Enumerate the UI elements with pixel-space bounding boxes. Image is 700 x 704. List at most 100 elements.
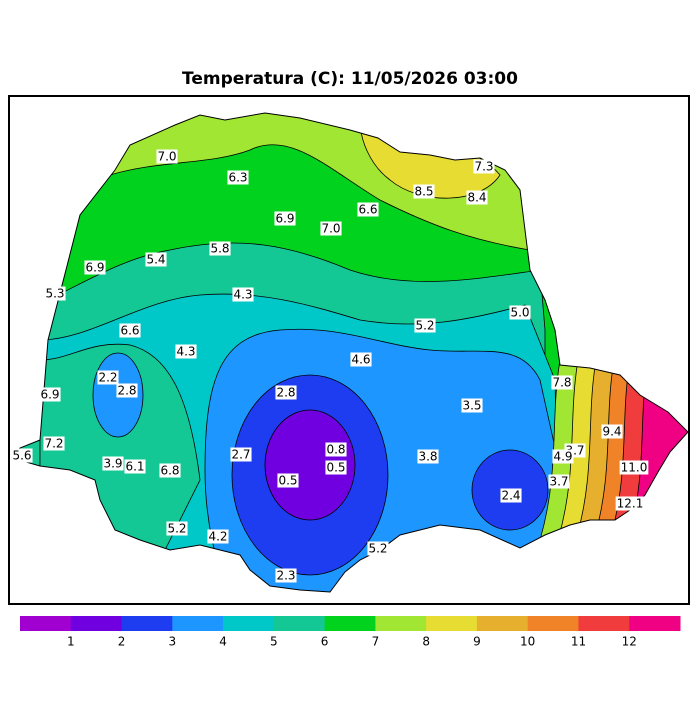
label-box [166, 521, 188, 536]
colorbar-swatch [70, 616, 123, 631]
contour-label: 0.5 [326, 461, 345, 475]
contour-label: 6.9 [85, 261, 104, 275]
colorbar-tick-label: 4 [219, 635, 227, 649]
label-box [175, 344, 197, 359]
label-box [84, 260, 106, 275]
colorbar-swatch [476, 616, 529, 631]
label-box [145, 252, 167, 267]
contour-label: 7.8 [552, 376, 571, 390]
colorbar-tick-label: 9 [473, 635, 481, 649]
label-box [320, 221, 342, 236]
colorbar-swatch [223, 616, 275, 631]
label-box [159, 463, 181, 478]
label-box [509, 305, 531, 320]
colorbar: 1 2 3 4 5 6 7 8 9 10 11 12 [20, 616, 681, 649]
state-outline [11, 112, 689, 593]
label-box [277, 473, 299, 488]
colorbar-tick-label: 11 [571, 635, 586, 649]
contour-label: 0.8 [326, 443, 345, 457]
colorbar-swatch [20, 616, 72, 631]
contour-label: 5.4 [146, 253, 165, 267]
contour-label: 6.1 [125, 460, 144, 474]
contour-label: 0.5 [278, 474, 297, 488]
contour-label: 3.8 [418, 450, 437, 464]
label-box [461, 398, 483, 413]
label-box [156, 149, 178, 164]
label-box [116, 383, 138, 398]
colorbar-tick-label: 3 [168, 635, 176, 649]
label-box [274, 211, 296, 226]
contour-label: 12.1 [617, 497, 644, 511]
label-box [207, 529, 229, 544]
contour-label: 8.5 [414, 185, 433, 199]
label-box [209, 241, 231, 256]
contour-label: 9.4 [602, 425, 621, 439]
label-box [227, 170, 249, 185]
colorbar-swatch [121, 616, 173, 631]
label-box [43, 436, 65, 451]
contour-label: 7.2 [44, 437, 63, 451]
label-box [275, 385, 297, 400]
contour-label: 2.8 [117, 384, 136, 398]
label-box [357, 202, 379, 217]
label-box [325, 460, 347, 475]
contour-label: 2.4 [501, 489, 520, 503]
colorbar-swatch [426, 616, 478, 631]
contour-label: 4.6 [351, 353, 370, 367]
label-box [102, 456, 124, 471]
contour-label: 4.2 [208, 530, 227, 544]
contour-label: 2.7 [231, 448, 250, 462]
colorbar-swatch [273, 616, 326, 631]
label-box [39, 387, 61, 402]
contour-label: 6.6 [120, 324, 139, 338]
label-box [230, 447, 252, 462]
contour-label: 5.2 [167, 522, 186, 536]
label-box [11, 448, 33, 463]
contour-label: 6.3 [228, 171, 247, 185]
label-box [119, 323, 141, 338]
map-title: Temperatura (C): 11/05/2026 03:00 [182, 69, 518, 89]
label-box [552, 449, 574, 464]
colorbar-tick-label: 12 [622, 635, 637, 649]
colorbar-swatch [629, 616, 681, 631]
label-box [615, 496, 645, 511]
colorbar-swatch [324, 616, 376, 631]
contour-label: 4.3 [176, 345, 195, 359]
label-box [473, 159, 495, 174]
label-box [44, 286, 66, 301]
contour-label: 4.9 [553, 450, 572, 464]
temperature-field [12, 113, 688, 592]
label-box [232, 287, 254, 302]
colorbar-tick-label: 1 [67, 635, 75, 649]
contour-label: 5.6 [12, 449, 31, 463]
contour-label: 2.3 [276, 569, 295, 583]
label-box [601, 424, 623, 439]
contour-label: 7.0 [321, 222, 340, 236]
contour-label: 11.0 [621, 461, 648, 475]
label-box [500, 488, 522, 503]
colorbar-swatch [172, 616, 224, 631]
contour-label: 8.4 [467, 191, 486, 205]
contour-label: 5.3 [45, 287, 64, 301]
contour-label: 6.9 [275, 212, 294, 226]
contour-label: 4.3 [233, 288, 252, 302]
contour-label: 2.2 [98, 371, 117, 385]
colorbar-swatch [375, 616, 427, 631]
contour-label: 6.8 [160, 464, 179, 478]
contour-label: 5.2 [415, 319, 434, 333]
colorbar-tick-label: 8 [422, 635, 430, 649]
label-box [367, 541, 389, 556]
colorbar-swatch [527, 616, 579, 631]
label-box [275, 568, 297, 583]
contour-label: 5.0 [510, 306, 529, 320]
colorbar-tick-label: 7 [372, 635, 380, 649]
colorbar-tick-label: 5 [270, 635, 278, 649]
label-box [551, 375, 573, 390]
colorbar-tick-label: 2 [118, 635, 126, 649]
contour-label: 2.8 [276, 386, 295, 400]
colorbar-tick-label: 6 [321, 635, 329, 649]
contour-label: 5.2 [368, 542, 387, 556]
colorbar-swatch [578, 616, 630, 631]
label-box [619, 460, 649, 475]
